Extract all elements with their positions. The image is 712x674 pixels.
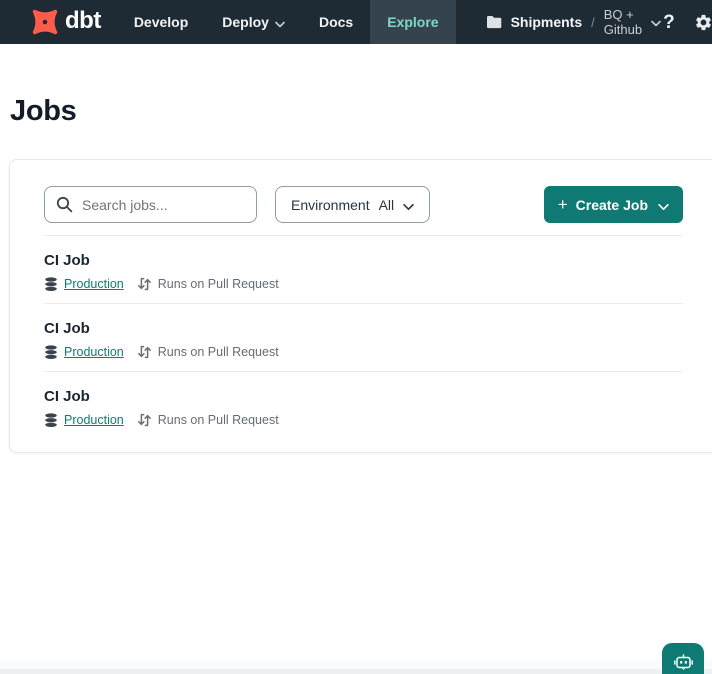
bottom-strip <box>0 669 712 674</box>
job-title: CI Job <box>44 320 90 337</box>
chevron-down-icon <box>658 198 669 214</box>
divider <box>44 235 683 236</box>
divider <box>44 371 683 372</box>
pull-request-icon <box>137 344 152 360</box>
job-row[interactable]: CI Job Production <box>10 236 712 303</box>
nav-item-explore[interactable]: Explore <box>370 0 456 44</box>
breadcrumb-separator: / <box>591 14 595 30</box>
database-icon <box>44 276 58 292</box>
job-row[interactable]: CI Job Production <box>10 304 712 371</box>
gear-icon[interactable] <box>692 11 712 34</box>
environment-filter[interactable]: Environment All <box>275 186 431 223</box>
job-trigger: Runs on Pull Request <box>157 345 279 359</box>
dbt-logo-text: dbt <box>65 6 101 34</box>
search-icon <box>56 196 73 213</box>
job-title: CI Job <box>44 388 90 405</box>
help-icon[interactable]: ? <box>661 9 677 36</box>
environment-filter-value: All <box>378 196 395 213</box>
database-icon <box>44 412 58 428</box>
nav-item-develop[interactable]: Develop <box>133 14 189 30</box>
chevron-down-icon <box>403 198 414 214</box>
chatbot-icon <box>673 652 694 673</box>
plus-icon: + <box>557 194 568 214</box>
page-title: Jobs <box>10 95 77 127</box>
chevron-down-icon <box>275 15 285 31</box>
pull-request-icon <box>137 276 152 292</box>
nav-item-deploy-label: Deploy <box>222 14 269 30</box>
search-input[interactable] <box>82 196 245 213</box>
create-job-button[interactable]: + Create Job <box>543 186 683 223</box>
project-connection: BQ + Github <box>603 7 643 37</box>
database-icon <box>44 344 58 360</box>
environment-link[interactable]: Production <box>64 413 124 427</box>
environment-link[interactable]: Production <box>64 345 124 359</box>
top-nav: dbt Develop Deploy Docs Explore Shipment… <box>0 0 712 44</box>
project-picker[interactable]: Shipments / BQ + Github <box>486 7 662 37</box>
divider <box>44 303 683 304</box>
job-meta: Production Runs on Pull Request <box>44 344 683 360</box>
primary-nav: Develop Deploy Docs Explore <box>117 0 456 44</box>
dbt-logo[interactable]: dbt <box>30 7 101 37</box>
environment-link[interactable]: Production <box>64 277 124 291</box>
search-box <box>44 186 257 223</box>
chatbot-button[interactable] <box>662 643 704 674</box>
folder-icon <box>486 15 502 29</box>
job-row[interactable]: CI Job Production <box>10 372 712 452</box>
nav-actions: ? <box>661 9 712 36</box>
jobs-toolbar: Environment All + Create Job <box>10 160 712 235</box>
job-meta: Production Runs on Pull Request <box>44 276 683 292</box>
dbt-logo-icon <box>30 7 60 37</box>
jobs-list: CI Job Production <box>10 236 712 452</box>
nav-item-deploy[interactable]: Deploy <box>205 0 302 44</box>
job-title: CI Job <box>44 252 90 269</box>
job-trigger: Runs on Pull Request <box>157 413 279 427</box>
main-content: Jobs Environment All <box>0 95 712 453</box>
job-trigger: Runs on Pull Request <box>157 277 279 291</box>
create-job-label: Create Job <box>575 196 648 213</box>
jobs-card: Environment All + Create Job <box>9 159 712 453</box>
below-fold-hint <box>0 660 712 669</box>
pull-request-icon <box>137 412 152 428</box>
job-meta: Production Runs on Pull Request <box>44 412 683 428</box>
environment-filter-label: Environment <box>291 196 370 213</box>
nav-item-docs[interactable]: Docs <box>318 14 354 30</box>
chevron-down-icon <box>651 14 661 32</box>
project-name: Shipments <box>510 14 583 30</box>
